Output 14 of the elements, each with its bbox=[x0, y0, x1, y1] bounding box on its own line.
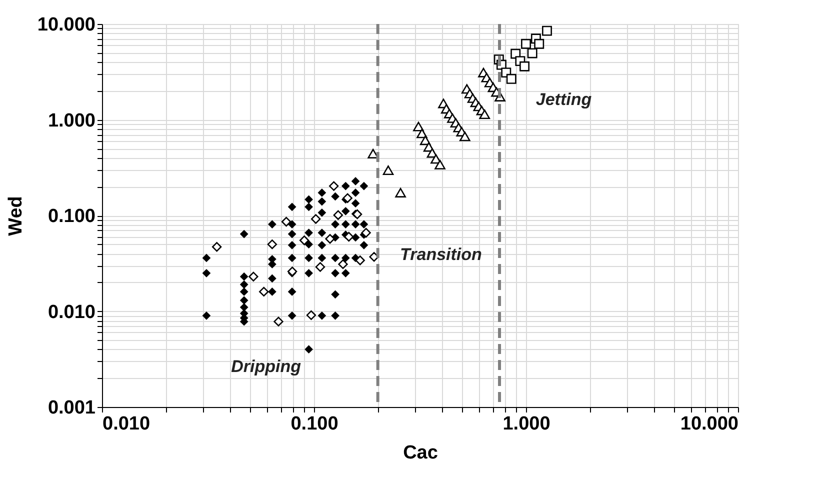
y-tick-label: 0.010 bbox=[48, 302, 96, 323]
annotation: Dripping bbox=[231, 356, 302, 376]
x-axis-title: Cac bbox=[403, 442, 438, 464]
annotation: Jetting bbox=[536, 90, 592, 109]
x-tick-label: 10.000 bbox=[680, 414, 738, 434]
y-tick-label: 0.100 bbox=[48, 206, 96, 227]
y-tick-label: 1.000 bbox=[48, 110, 96, 132]
annotation: Transition bbox=[400, 244, 482, 264]
y-axis-title: Wed bbox=[5, 196, 26, 236]
x-tick-label: 0.100 bbox=[290, 414, 338, 434]
y-tick-label: 10.000 bbox=[37, 14, 96, 36]
x-tick-label: 0.010 bbox=[102, 414, 150, 434]
y-tick-label: 0.001 bbox=[48, 398, 96, 418]
x-tick-label: 1.000 bbox=[502, 414, 550, 434]
